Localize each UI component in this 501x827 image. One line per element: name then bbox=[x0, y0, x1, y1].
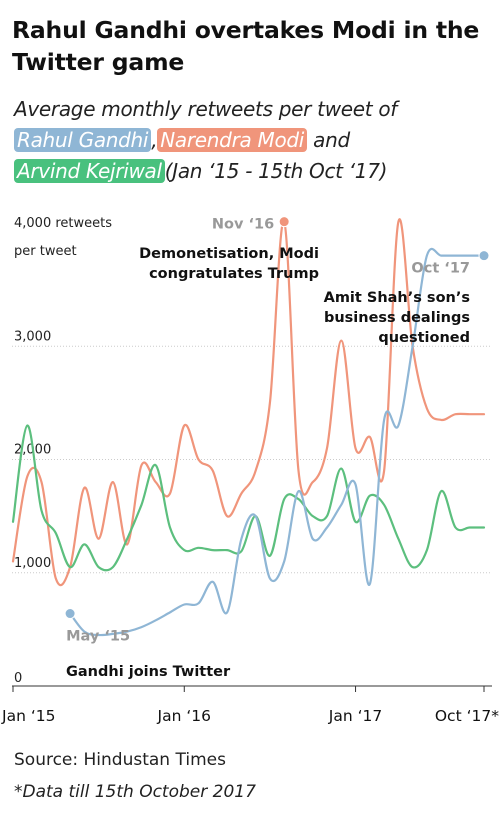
series-line-modi bbox=[11, 218, 486, 587]
y-tick-label: 4,000 retweets bbox=[14, 216, 112, 231]
legend-arvind-kejriwal: Arvind Kejriwal bbox=[14, 159, 165, 183]
annotation-text: Demonetisation, Modi bbox=[139, 246, 319, 262]
annotation-dot bbox=[478, 250, 490, 262]
annotation-markers: Nov ‘16 Demonetisation, Modi congratulates… bbox=[64, 216, 490, 680]
annotation-date: May ‘15 bbox=[66, 629, 130, 645]
subtitle-comma: , bbox=[151, 128, 158, 152]
legend-narendra-modi: Narendra Modi bbox=[157, 128, 308, 152]
annotation-date: Nov ‘16 bbox=[212, 217, 274, 233]
x-tick-label: Oct ‘17* bbox=[435, 707, 499, 725]
subtitle-prefix: Average monthly retweets per tweet of bbox=[14, 97, 398, 121]
annotation-text: congratulates Trump bbox=[149, 266, 319, 282]
annotation-text: questioned bbox=[378, 330, 470, 346]
data-footnote: *Data till 15th October 2017 bbox=[14, 782, 256, 802]
annotation-dot bbox=[278, 216, 290, 228]
series-line-kejriwal bbox=[11, 424, 486, 572]
y-tick-label: 0 bbox=[14, 671, 22, 686]
chart-title: Rahul Gandhi overtakes Modi in the Twitt… bbox=[12, 16, 480, 76]
series-line-rahul bbox=[69, 247, 486, 637]
chart-subtitle: Average monthly retweets per tweet of Rah… bbox=[14, 94, 494, 187]
source-note: Source: Hindustan Times bbox=[14, 750, 226, 770]
y-unit-label: per tweet bbox=[14, 244, 77, 259]
y-tick-label: 1,000 bbox=[14, 556, 51, 571]
x-tick-label: Jan ‘15 bbox=[1, 707, 55, 725]
annotation-date: Oct ‘17 bbox=[411, 261, 470, 277]
annotation-text: business dealings bbox=[324, 310, 470, 326]
annotation-text: Gandhi joins Twitter bbox=[66, 664, 231, 680]
y-tick-label: 3,000 bbox=[14, 329, 51, 344]
annotation-text: Amit Shah’s son’s bbox=[324, 290, 470, 306]
series-lines bbox=[11, 218, 486, 637]
x-tick-label: Jan ‘16 bbox=[157, 707, 211, 725]
annotation-dot bbox=[64, 608, 76, 620]
subtitle-and: and bbox=[313, 128, 350, 152]
legend-rahul-gandhi: Rahul Gandhi bbox=[14, 128, 152, 152]
subtitle-range: (Jan ‘15 - 15th Oct ‘17) bbox=[164, 159, 388, 183]
x-tick-label: Jan ‘17 bbox=[328, 707, 382, 725]
